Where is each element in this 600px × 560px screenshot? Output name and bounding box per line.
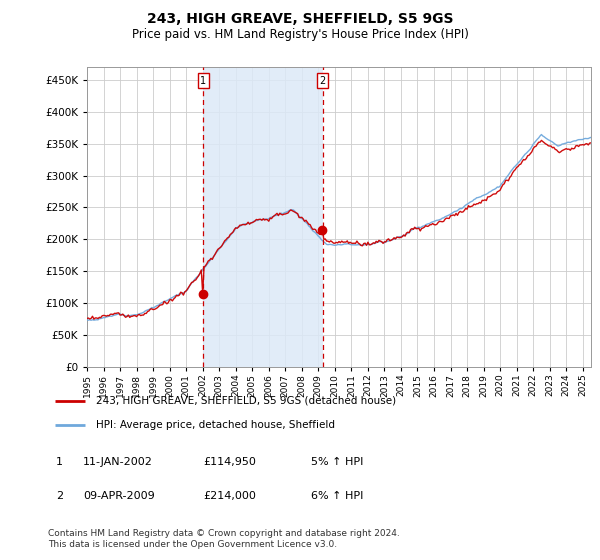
Text: 1: 1 bbox=[56, 457, 63, 467]
Text: 2: 2 bbox=[56, 491, 63, 501]
Text: 2: 2 bbox=[320, 76, 326, 86]
Text: 6% ↑ HPI: 6% ↑ HPI bbox=[311, 491, 363, 501]
Text: 243, HIGH GREAVE, SHEFFIELD, S5 9GS: 243, HIGH GREAVE, SHEFFIELD, S5 9GS bbox=[147, 12, 453, 26]
Text: HPI: Average price, detached house, Sheffield: HPI: Average price, detached house, Shef… bbox=[97, 420, 335, 430]
Text: Contains HM Land Registry data © Crown copyright and database right 2024.
This d: Contains HM Land Registry data © Crown c… bbox=[48, 529, 400, 549]
Text: Price paid vs. HM Land Registry's House Price Index (HPI): Price paid vs. HM Land Registry's House … bbox=[131, 28, 469, 41]
Text: 09-APR-2009: 09-APR-2009 bbox=[83, 491, 155, 501]
Text: £214,000: £214,000 bbox=[203, 491, 256, 501]
Text: £114,950: £114,950 bbox=[203, 457, 256, 467]
Text: 243, HIGH GREAVE, SHEFFIELD, S5 9GS (detached house): 243, HIGH GREAVE, SHEFFIELD, S5 9GS (det… bbox=[97, 396, 397, 406]
Text: 5% ↑ HPI: 5% ↑ HPI bbox=[311, 457, 363, 467]
Bar bbox=[203, 67, 323, 367]
Text: 11-JAN-2002: 11-JAN-2002 bbox=[83, 457, 152, 467]
Text: 1: 1 bbox=[200, 76, 206, 86]
